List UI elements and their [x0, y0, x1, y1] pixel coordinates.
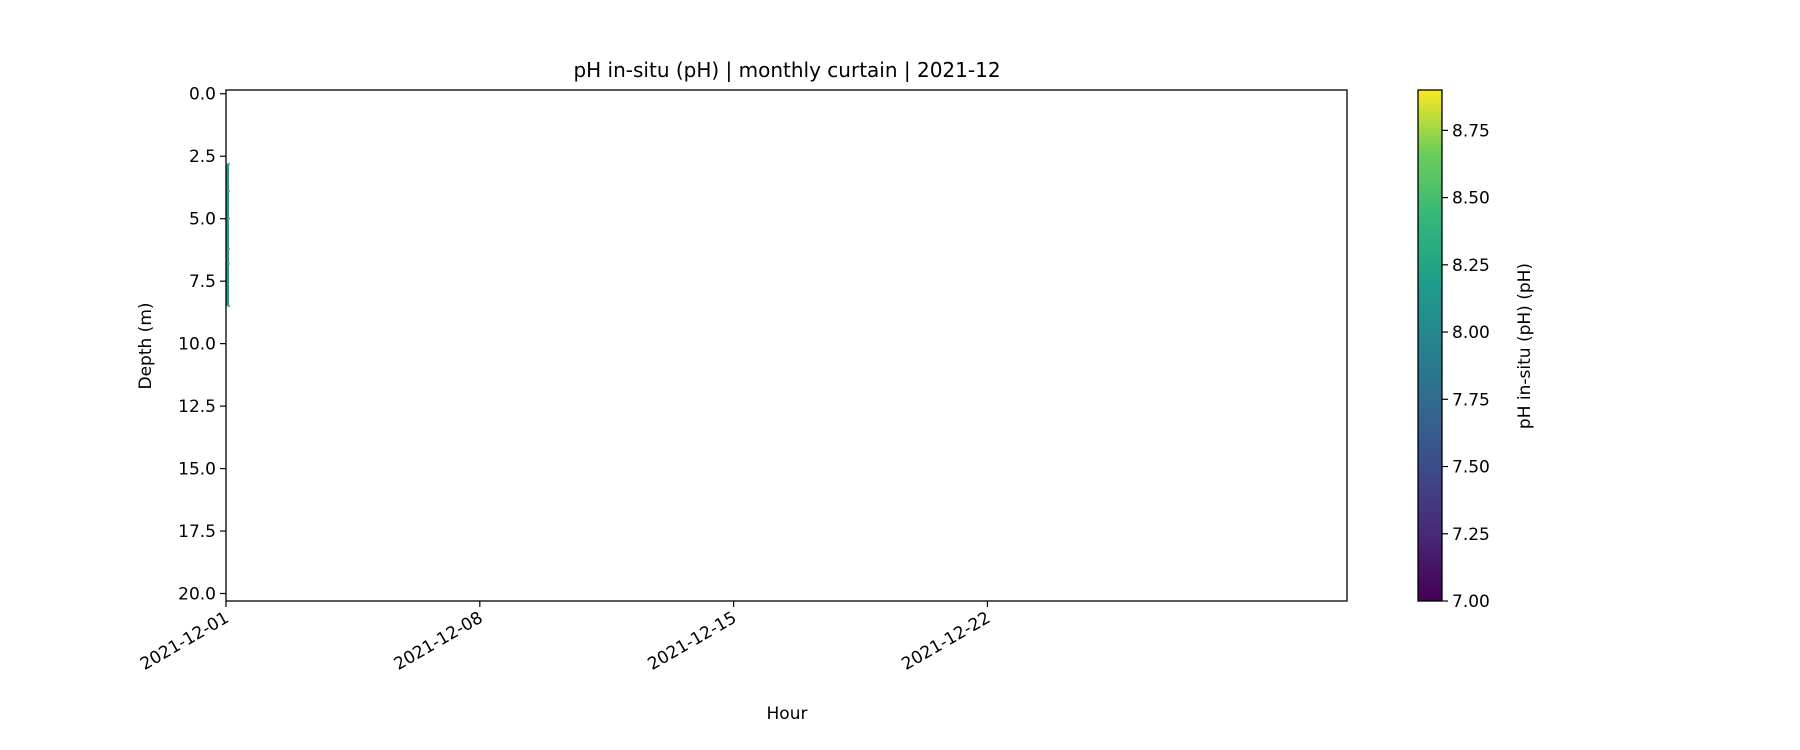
- data-cell: [226, 163, 229, 307]
- colorbar-tick-label: 7.00: [1452, 592, 1490, 612]
- colorbar-tick-label: 7.50: [1452, 458, 1490, 478]
- y-tick-label: 0.0: [189, 85, 216, 105]
- colorbar-tick-label: 7.75: [1452, 390, 1490, 410]
- colorbar-label: pH in-situ (pH) (pH): [1515, 263, 1535, 429]
- y-tick-label: 15.0: [178, 460, 216, 480]
- x-tick-label: 2021-12-08: [391, 608, 487, 675]
- sample-point: [228, 305, 230, 308]
- colorbar-tick-label: 8.00: [1452, 323, 1490, 343]
- colorbar-tick-label: 8.25: [1452, 256, 1490, 276]
- y-tick-label: 10.0: [178, 335, 216, 355]
- y-tick-label: 2.5: [189, 147, 216, 167]
- x-axis-label: Hour: [767, 704, 808, 724]
- colorbar-tick-label: 7.25: [1452, 525, 1490, 545]
- axes-frame: [225, 89, 1348, 602]
- y-tick-label: 20.0: [178, 585, 216, 605]
- colorbar-ticks: 7.00 7.25 7.50 7.75 8.00 8.25 8.50 8.75: [1442, 121, 1490, 612]
- sample-point: [228, 190, 230, 193]
- sample-point: [228, 162, 230, 165]
- y-axis-label: Depth (m): [136, 302, 156, 389]
- sample-point: [228, 247, 230, 250]
- colorbar-tick-label: 8.50: [1452, 189, 1490, 209]
- x-tick-label: 2021-12-22: [898, 608, 994, 675]
- chart-title: pH in-situ (pH) | monthly curtain | 2021…: [573, 58, 1000, 82]
- plot-area: [226, 162, 230, 308]
- sample-point: [228, 217, 230, 220]
- x-axis: 2021-12-01 2021-12-08 2021-12-15 2021-12-22: [137, 601, 994, 675]
- sample-point: [228, 262, 230, 265]
- y-axis: 0.0 2.5 5.0 7.5 10.0 12.5 15.0 17.5 20.0: [178, 85, 226, 605]
- y-tick-label: 17.5: [178, 522, 216, 542]
- x-tick-label: 2021-12-01: [137, 608, 233, 675]
- y-tick-label: 5.0: [189, 210, 216, 230]
- colorbar-tick-label: 8.75: [1452, 121, 1490, 141]
- y-tick-label: 12.5: [178, 397, 216, 417]
- y-tick-label: 7.5: [189, 272, 216, 292]
- x-tick-label: 2021-12-15: [645, 608, 741, 675]
- colorbar: [1417, 89, 1443, 602]
